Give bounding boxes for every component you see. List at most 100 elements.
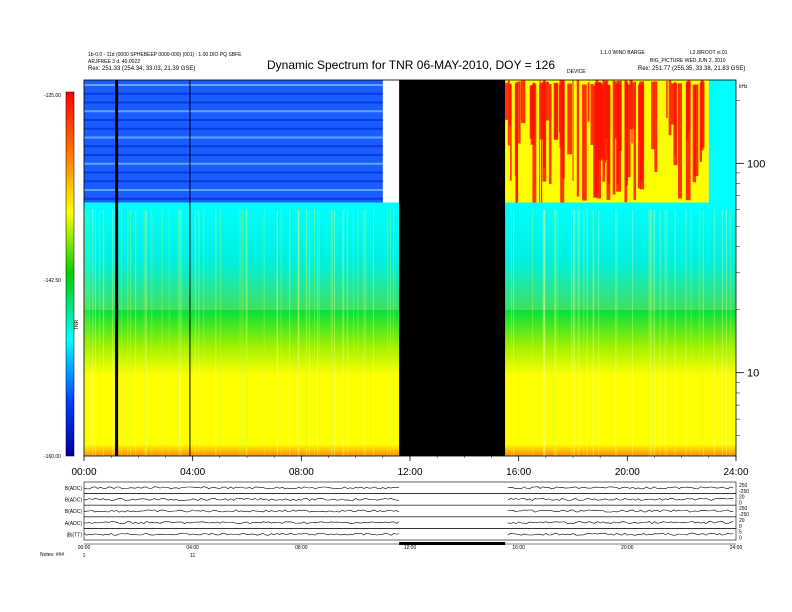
streak xyxy=(99,209,101,456)
streak xyxy=(313,209,315,456)
sub-panel-trace xyxy=(83,509,734,513)
streak xyxy=(143,209,145,456)
y-axis-right: kHz 100 10 xyxy=(736,84,765,436)
radio-burst xyxy=(593,85,597,198)
streak xyxy=(510,209,512,456)
x-tick-label: 12:00 xyxy=(397,467,422,478)
radio-burst xyxy=(602,80,606,182)
streak xyxy=(276,209,278,456)
radio-burst xyxy=(590,84,594,145)
band-texture-line xyxy=(84,110,383,113)
radio-burst xyxy=(532,83,537,203)
radio-burst xyxy=(603,82,606,163)
band-texture-line xyxy=(84,162,383,165)
radio-burst xyxy=(539,85,541,208)
streak xyxy=(94,209,96,456)
radio-burst xyxy=(627,84,631,178)
streak xyxy=(702,209,704,456)
sub-panel-trace xyxy=(83,521,734,525)
streak xyxy=(342,209,344,456)
streak xyxy=(245,209,247,456)
sub-panel-x-tick: 16:00 xyxy=(512,545,525,551)
streak xyxy=(347,209,349,456)
streak xyxy=(215,209,217,456)
streak xyxy=(393,209,395,456)
radio-burst xyxy=(509,83,512,126)
radio-burst xyxy=(545,81,549,121)
time-marker xyxy=(115,80,119,456)
radio-burst xyxy=(685,82,691,201)
streak xyxy=(112,209,114,456)
streak xyxy=(593,209,595,456)
radio-burst xyxy=(515,82,518,203)
radio-burst xyxy=(505,82,509,120)
streak xyxy=(316,209,318,456)
streak xyxy=(389,209,391,456)
sub-panel-x-tick: 24:00 xyxy=(730,545,743,551)
radio-burst xyxy=(567,83,572,155)
streak xyxy=(129,209,131,456)
sub-panel-label: |B|(TT) xyxy=(67,532,83,538)
sub-panel-frame xyxy=(83,528,737,541)
radio-burst xyxy=(572,80,574,181)
streak xyxy=(306,209,308,456)
streak xyxy=(573,209,575,456)
streak xyxy=(725,209,727,456)
radio-burst xyxy=(605,81,607,161)
sub-panel-right-tick: -250 xyxy=(739,489,749,495)
streak xyxy=(330,209,332,456)
radio-burst xyxy=(693,84,699,177)
radio-burst xyxy=(587,82,590,122)
streak xyxy=(363,209,365,456)
streak xyxy=(598,209,600,456)
radio-burst xyxy=(633,81,637,200)
radio-burst xyxy=(582,84,587,201)
radio-burst xyxy=(596,82,602,127)
x-tick-label: 00:00 xyxy=(71,467,96,478)
radio-burst xyxy=(576,80,580,197)
streak xyxy=(652,209,654,456)
radio-burst xyxy=(637,84,641,189)
streak xyxy=(648,209,650,456)
streak xyxy=(245,209,247,456)
sub-panel-right-tick: 250 xyxy=(739,483,748,489)
radio-burst xyxy=(624,82,629,128)
streak xyxy=(198,209,200,456)
streak xyxy=(203,209,205,456)
streak xyxy=(89,209,91,456)
x-tick-label: 20:00 xyxy=(615,467,640,478)
streak xyxy=(685,209,687,456)
x-tick-label: 24:00 xyxy=(723,467,748,478)
sub-panel-label: B(ADC) xyxy=(65,509,83,515)
streak xyxy=(289,209,291,456)
radio-burst xyxy=(612,80,616,195)
sub-panel-right-tick: 250 xyxy=(739,506,748,512)
streak xyxy=(387,209,389,456)
sub-panel-frame xyxy=(83,504,737,518)
streak xyxy=(331,209,333,456)
streak xyxy=(343,209,345,456)
radio-burst xyxy=(520,80,526,124)
sub-panel-x-tick: 20:00 xyxy=(621,545,634,551)
streak xyxy=(372,209,374,456)
header-left-line-2: ARJFREE 3 d. 40.0022 xyxy=(88,59,140,65)
streak xyxy=(556,209,558,456)
radio-burst xyxy=(666,80,668,118)
streak xyxy=(161,209,163,456)
streak xyxy=(242,209,244,456)
radio-burst xyxy=(639,84,641,136)
streak xyxy=(220,209,222,456)
streak xyxy=(298,209,300,456)
sub-panel-frame xyxy=(83,516,737,529)
streak xyxy=(554,209,556,456)
radio-burst xyxy=(540,85,543,206)
streak xyxy=(664,209,666,456)
radio-burst xyxy=(614,82,617,139)
streak xyxy=(151,209,153,456)
sub-panel-right-tick: 5 xyxy=(739,529,742,535)
footer-notes: Notes: ### xyxy=(40,552,64,558)
streak xyxy=(102,209,104,456)
band-texture-line xyxy=(84,92,383,95)
